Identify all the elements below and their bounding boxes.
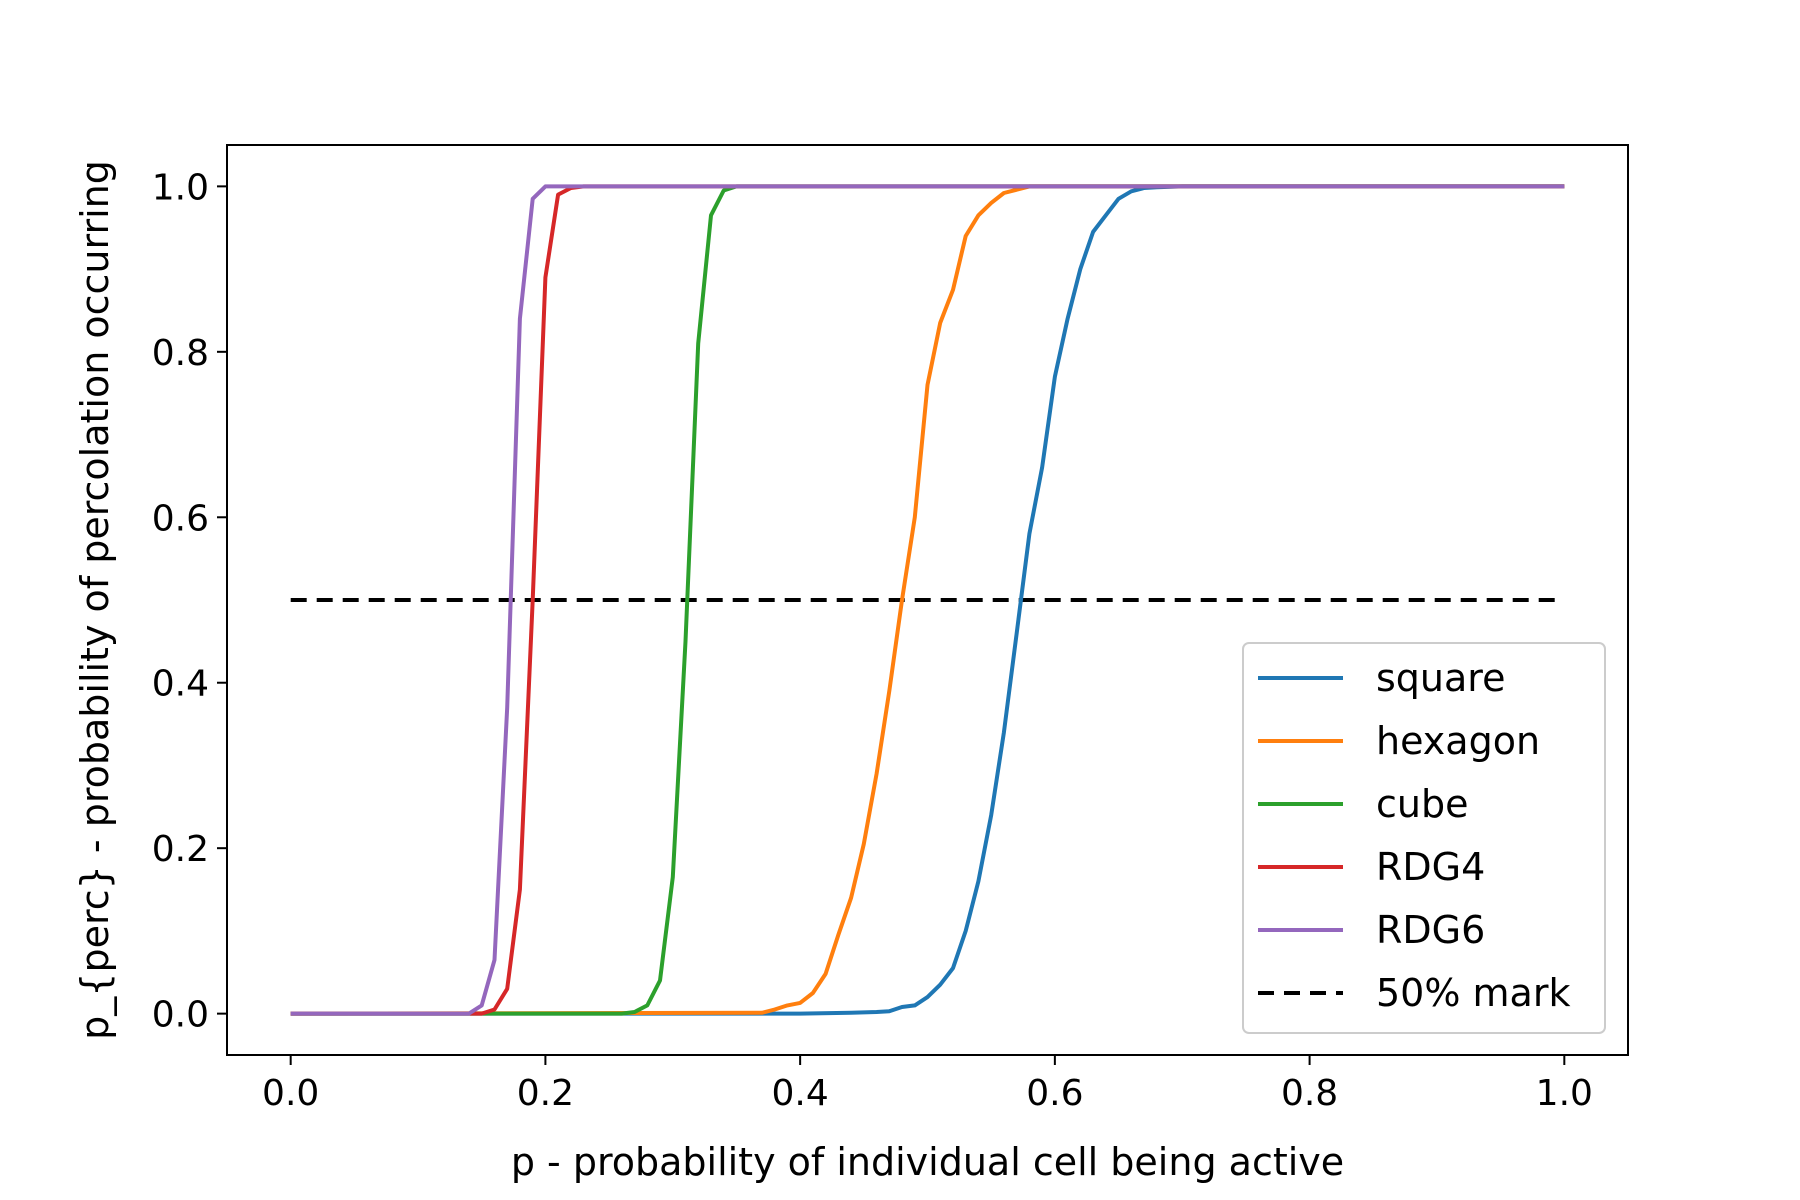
series-line-square [290,184,1565,1016]
x-tick-label: 0.0 [262,1073,319,1114]
series-line-hexagon [290,184,1565,1016]
x-tick-label: 0.6 [1026,1073,1083,1114]
y-tick-label: 0.0 [152,995,209,1036]
y-tick-label: 0.6 [152,498,209,539]
series-line-rdg6 [290,184,1565,1016]
y-tick-label: 0.4 [152,664,209,705]
legend: square hexagon cube RDG4 RDG6 50% mark [1242,642,1606,1034]
y-tick-label: 0.2 [152,829,209,870]
series-layer [290,184,1565,1016]
x-axis-label: p - probability of individual cell being… [511,1140,1344,1184]
plot-frame [226,144,1629,1056]
legend-label-rdg4: RDG4 [1376,845,1485,889]
legend-label-hexagon: hexagon [1376,719,1540,763]
legend-label-50-mark: 50% mark [1376,971,1570,1015]
y-tick-label: 1.0 [152,167,209,208]
series-line-cube [290,184,1565,1016]
legend-label-square: square [1376,656,1505,700]
x-tick-label: 0.2 [517,1073,574,1114]
legend-label-rdg6: RDG6 [1376,908,1485,952]
ticks-layer: 0.0 0.2 0.4 0.6 0.8 1.0 0.0 0.2 0.4 0.6 0.8 1.0 [152,167,1593,1114]
y-axis-label: p_{perc} - probability of percolation oc… [73,160,117,1040]
y-tick-label: 0.8 [152,333,209,374]
x-tick-label: 0.4 [772,1073,829,1114]
legend-label-cube: cube [1376,782,1468,826]
x-tick-label: 1.0 [1536,1073,1593,1114]
x-tick-label: 0.8 [1281,1073,1338,1114]
